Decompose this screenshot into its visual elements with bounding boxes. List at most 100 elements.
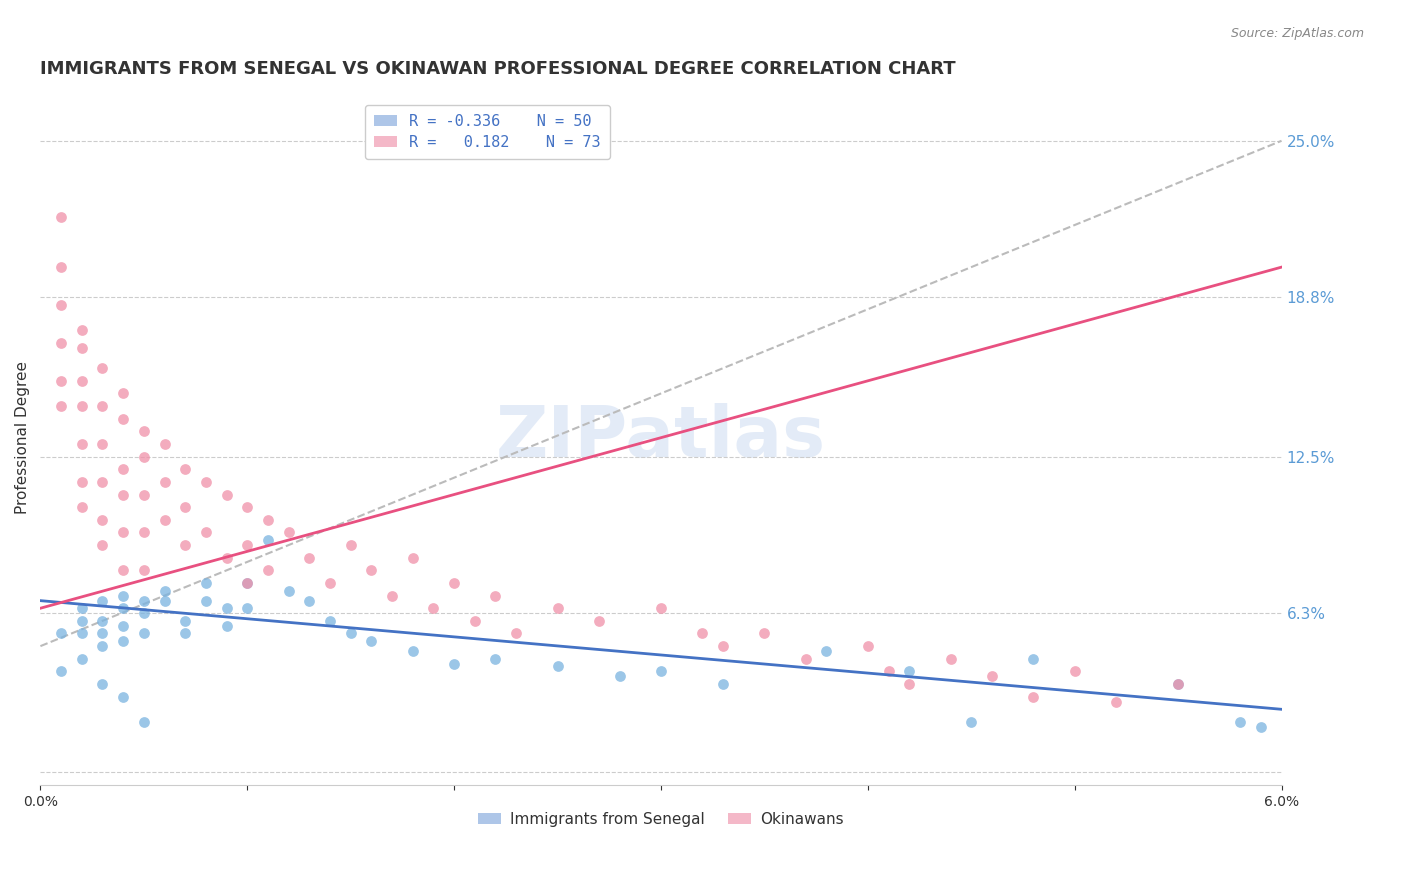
Point (257, 513, 280, 527)
Point (91, 538, 114, 552)
Point (70, 475, 93, 489)
Point (153, 593, 176, 607)
Point (215, 550, 238, 565)
Point (112, 619, 135, 633)
Point (174, 614, 197, 628)
Point (132, 450, 155, 464)
Point (112, 601, 135, 615)
Point (711, 677, 734, 691)
Point (609, 669, 631, 683)
Point (236, 601, 259, 615)
Point (70, 614, 93, 628)
Point (194, 525, 217, 540)
Point (236, 500, 259, 515)
Point (711, 639, 734, 653)
Point (112, 690, 135, 704)
Point (91, 593, 114, 607)
Point (91, 475, 114, 489)
Point (194, 593, 217, 607)
Point (402, 550, 425, 565)
Point (174, 462, 197, 476)
Point (112, 634, 135, 648)
Text: Source: ZipAtlas.com: Source: ZipAtlas.com (1230, 27, 1364, 40)
Point (794, 652, 817, 666)
Point (1105, 695, 1128, 709)
Point (339, 626, 361, 640)
Point (484, 589, 506, 603)
Point (91, 677, 114, 691)
Point (112, 563, 135, 577)
Point (91, 399, 114, 413)
Point (91, 513, 114, 527)
Legend: Immigrants from Senegal, Okinawans: Immigrants from Senegal, Okinawans (472, 805, 849, 833)
Point (277, 525, 299, 540)
Point (49, 298, 72, 312)
Point (505, 626, 527, 640)
Point (132, 563, 155, 577)
Point (49, 665, 72, 679)
Point (939, 652, 962, 666)
Point (215, 487, 238, 501)
Point (112, 525, 135, 540)
Point (132, 607, 155, 621)
Point (339, 538, 361, 552)
Point (422, 601, 444, 615)
Point (815, 644, 838, 658)
Point (898, 677, 921, 691)
Point (112, 386, 135, 401)
Point (215, 619, 238, 633)
Point (960, 714, 983, 729)
Point (70, 374, 93, 388)
Point (174, 626, 197, 640)
Point (91, 437, 114, 451)
Point (215, 601, 238, 615)
Point (443, 657, 465, 671)
Point (360, 634, 382, 648)
Point (236, 576, 259, 591)
Point (402, 644, 425, 658)
Point (153, 583, 176, 598)
Point (70, 626, 93, 640)
Point (754, 626, 776, 640)
Point (1167, 677, 1189, 691)
Point (547, 601, 569, 615)
Point (49, 626, 72, 640)
Point (650, 601, 672, 615)
Point (49, 260, 72, 274)
Point (70, 601, 93, 615)
Point (49, 374, 72, 388)
Text: IMMIGRANTS FROM SENEGAL VS OKINAWAN PROFESSIONAL DEGREE CORRELATION CHART: IMMIGRANTS FROM SENEGAL VS OKINAWAN PROF… (41, 60, 956, 78)
Point (132, 626, 155, 640)
Point (236, 576, 259, 591)
Point (112, 589, 135, 603)
Point (298, 550, 321, 565)
Point (257, 533, 280, 547)
Point (898, 665, 921, 679)
Point (194, 475, 217, 489)
Point (236, 538, 259, 552)
Point (1063, 665, 1085, 679)
Point (49, 399, 72, 413)
Text: ZIPatlas: ZIPatlas (496, 403, 827, 472)
Point (298, 593, 321, 607)
Point (650, 665, 672, 679)
Point (91, 626, 114, 640)
Point (70, 500, 93, 515)
Point (443, 576, 465, 591)
Point (692, 626, 714, 640)
Point (484, 652, 506, 666)
Point (70, 437, 93, 451)
Point (91, 639, 114, 653)
Point (70, 399, 93, 413)
Point (112, 487, 135, 501)
Point (319, 614, 342, 628)
Point (1250, 720, 1272, 734)
Point (588, 614, 610, 628)
Point (49, 335, 72, 350)
Point (174, 500, 197, 515)
Point (132, 425, 155, 439)
Point (112, 411, 135, 425)
Point (360, 563, 382, 577)
Point (319, 576, 342, 591)
Point (464, 614, 486, 628)
